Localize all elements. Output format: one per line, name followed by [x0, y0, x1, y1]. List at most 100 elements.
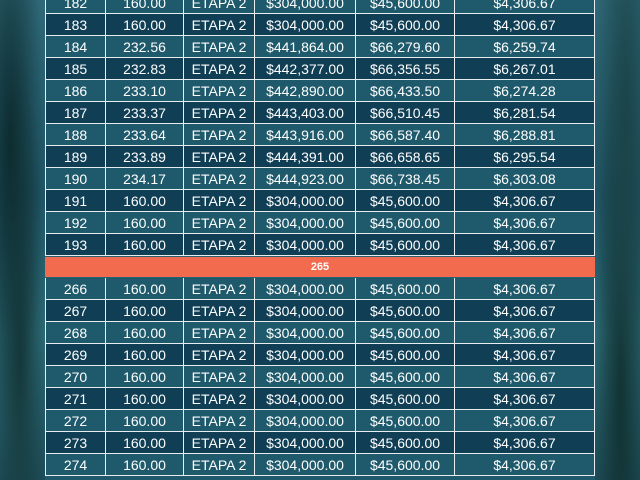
stage: ETAPA 2	[184, 388, 255, 410]
down-payment: $66,279.60	[356, 36, 455, 58]
down-payment: $45,600.00	[356, 278, 455, 300]
table-row	[45, 476, 595, 480]
stage: ETAPA 2	[184, 212, 255, 234]
price: $304,000.00	[255, 432, 356, 454]
table-row: 274 160.00 ETAPA 2 $304,000.00 $45,600.00 $4,…	[45, 454, 595, 476]
area: 160.00	[106, 212, 184, 234]
price: $304,000.00	[255, 0, 356, 14]
price: $304,000.00	[255, 190, 356, 212]
lot-number: 269	[45, 344, 106, 366]
monthly-payment: $6,274.28	[455, 80, 595, 102]
price: $304,000.00	[255, 322, 356, 344]
table-row: 190 234.17 ETAPA 2 $444,923.00 $66,738.45 $6,…	[45, 168, 595, 190]
stage: ETAPA 2	[184, 190, 255, 212]
monthly-payment: $4,306.67	[455, 278, 595, 300]
lot-number: 274	[45, 454, 106, 476]
lot-number: 271	[45, 388, 106, 410]
price: $444,923.00	[255, 168, 356, 190]
monthly-payment: $4,306.67	[455, 300, 595, 322]
down-payment: $45,600.00	[356, 14, 455, 36]
monthly-payment: $4,306.67	[455, 432, 595, 454]
monthly-payment: $4,306.67	[455, 410, 595, 432]
area: 233.89	[106, 146, 184, 168]
stage: ETAPA 2	[184, 300, 255, 322]
monthly-payment: $4,306.67	[455, 212, 595, 234]
area: 233.37	[106, 102, 184, 124]
lot-number: 187	[45, 102, 106, 124]
lot-number: 267	[45, 300, 106, 322]
monthly-payment: $4,306.67	[455, 388, 595, 410]
area: 160.00	[106, 300, 184, 322]
table-row: 183 160.00 ETAPA 2 $304,000.00 $45,600.00 $4,…	[45, 14, 595, 36]
area: 233.64	[106, 124, 184, 146]
lot-number: 273	[45, 432, 106, 454]
price: $441,864.00	[255, 36, 356, 58]
stage: ETAPA 2	[184, 36, 255, 58]
stage: ETAPA 2	[184, 124, 255, 146]
down-payment: $66,433.50	[356, 80, 455, 102]
monthly-payment: $4,306.67	[455, 366, 595, 388]
table-row: 188 233.64 ETAPA 2 $443,916.00 $66,587.40 $6,…	[45, 124, 595, 146]
price: $444,391.00	[255, 146, 356, 168]
lot-number: 192	[45, 212, 106, 234]
stage: ETAPA 2	[184, 410, 255, 432]
lot-number: 188	[45, 124, 106, 146]
down-payment: $45,600.00	[356, 212, 455, 234]
down-payment: $45,600.00	[356, 366, 455, 388]
table-row: 187 233.37 ETAPA 2 $443,403.00 $66,510.45 $6,…	[45, 102, 595, 124]
down-payment: $45,600.00	[356, 344, 455, 366]
table-row: 186 233.10 ETAPA 2 $442,890.00 $66,433.50 $6,…	[45, 80, 595, 102]
monthly-payment: $6,303.08	[455, 168, 595, 190]
monthly-payment: $4,306.67	[455, 344, 595, 366]
monthly-payment: $6,259.74	[455, 36, 595, 58]
area: 160.00	[106, 190, 184, 212]
price: $442,890.00	[255, 80, 356, 102]
area: 160.00	[106, 388, 184, 410]
stage: ETAPA 2	[184, 146, 255, 168]
monthly-payment: $4,306.67	[455, 234, 595, 256]
down-payment: $66,587.40	[356, 124, 455, 146]
area: 160.00	[106, 344, 184, 366]
table-row: 185 232.83 ETAPA 2 $442,377.00 $66,356.55 $6,…	[45, 58, 595, 80]
down-payment: $45,600.00	[356, 454, 455, 476]
area: 160.00	[106, 234, 184, 256]
lot-number: 184	[45, 36, 106, 58]
stage: ETAPA 2	[184, 366, 255, 388]
stage: ETAPA 2	[184, 234, 255, 256]
lot-number: 268	[45, 322, 106, 344]
area: 160.00	[106, 432, 184, 454]
area: 160.00	[106, 278, 184, 300]
down-payment: $66,510.45	[356, 102, 455, 124]
price: $304,000.00	[255, 234, 356, 256]
background-foliage	[0, 0, 50, 480]
down-payment: $45,600.00	[356, 322, 455, 344]
background-foliage	[592, 0, 640, 480]
stage: ETAPA 2	[184, 14, 255, 36]
lot-number: 182	[45, 0, 106, 14]
table-row: 189 233.89 ETAPA 2 $444,391.00 $66,658.65 $6,…	[45, 146, 595, 168]
table-row: 267 160.00 ETAPA 2 $304,000.00 $45,600.00 $4,…	[45, 300, 595, 322]
table-row: 192 160.00 ETAPA 2 $304,000.00 $45,600.00 $4,…	[45, 212, 595, 234]
stage: ETAPA 2	[184, 432, 255, 454]
area: 160.00	[106, 454, 184, 476]
stage: ETAPA 2	[184, 0, 255, 14]
table-row: 193 160.00 ETAPA 2 $304,000.00 $45,600.00 $4,…	[45, 234, 595, 256]
monthly-payment: $4,306.67	[455, 14, 595, 36]
area: 160.00	[106, 0, 184, 14]
lot-number: 190	[45, 168, 106, 190]
monthly-payment: $6,295.54	[455, 146, 595, 168]
monthly-payment: $4,306.67	[455, 454, 595, 476]
area: 160.00	[106, 410, 184, 432]
table-row: 269 160.00 ETAPA 2 $304,000.00 $45,600.00 $4,…	[45, 344, 595, 366]
price: $304,000.00	[255, 212, 356, 234]
lot-number: 183	[45, 14, 106, 36]
stage: ETAPA 2	[184, 322, 255, 344]
area: 160.00	[106, 322, 184, 344]
down-payment: $45,600.00	[356, 190, 455, 212]
lot-number: 189	[45, 146, 106, 168]
price: $443,403.00	[255, 102, 356, 124]
table-row: 273 160.00 ETAPA 2 $304,000.00 $45,600.00 $4,…	[45, 432, 595, 454]
monthly-payment: $6,267.01	[455, 58, 595, 80]
monthly-payment: $6,288.81	[455, 124, 595, 146]
area: 232.56	[106, 36, 184, 58]
